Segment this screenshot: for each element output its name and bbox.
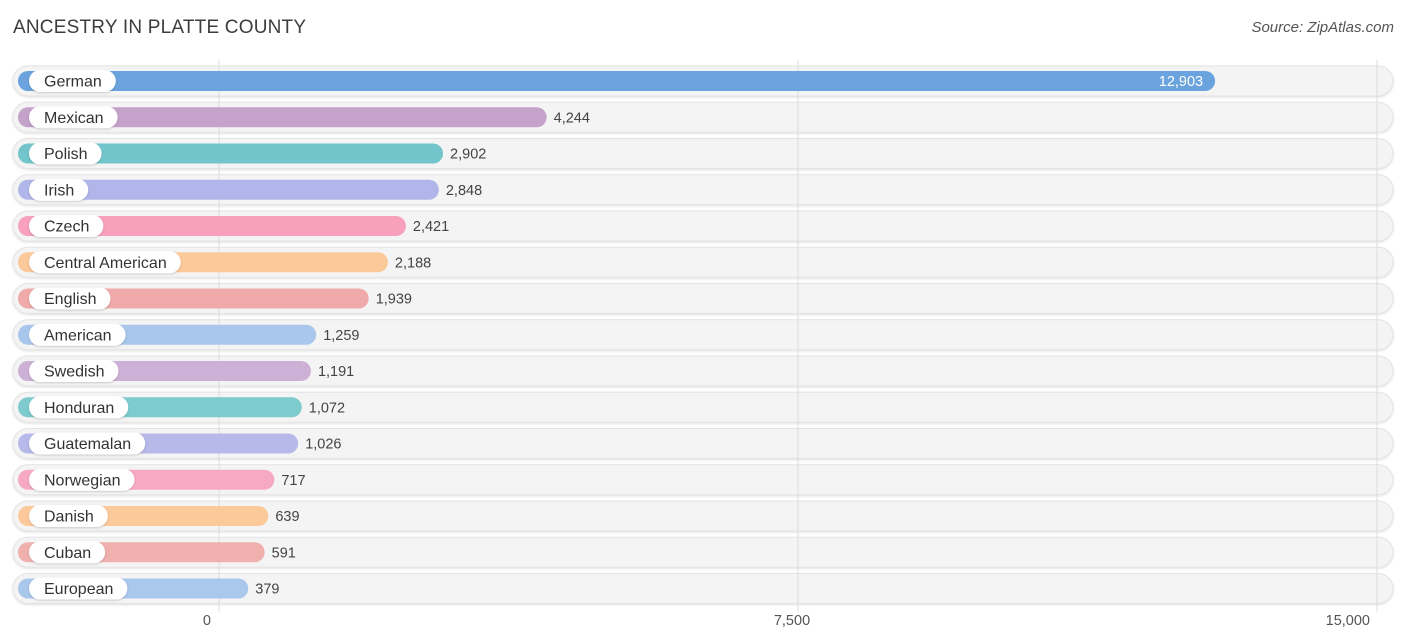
bar-group: Polish 2,902 [18, 142, 486, 165]
row-background [12, 391, 1394, 423]
row-background [12, 355, 1394, 387]
bar-group: American 1,259 [18, 323, 359, 346]
bar-group: Honduran 1,072 [18, 396, 345, 419]
category-pill [29, 396, 129, 419]
category-label: Danish [44, 509, 94, 526]
category-label: American [44, 327, 112, 344]
category-label: Swedish [44, 364, 104, 381]
category-pill [29, 541, 106, 564]
bar-group: Cuban 591 [18, 541, 296, 564]
bar-group: Norwegian 717 [18, 468, 306, 491]
row-background [12, 500, 1394, 532]
category-pill [29, 70, 116, 92]
bars: German 12,903 Mexican 4,244 Polish 2,902 Irish… [18, 70, 1216, 600]
bar [18, 143, 444, 164]
category-label: Central American [44, 255, 167, 272]
value-label: 1,026 [305, 437, 341, 453]
source-credit: Source: ZipAtlas.com [1251, 19, 1394, 36]
category-pill [29, 360, 119, 382]
value-label: 1,191 [318, 364, 354, 380]
bar-group: Central American 2,188 [18, 251, 431, 274]
bar-group: German 12,903 [18, 70, 1216, 92]
category-label: German [44, 74, 102, 91]
value-label: 2,902 [450, 147, 486, 163]
bar [18, 107, 547, 128]
category-label: European [44, 581, 113, 598]
category-pill [29, 142, 102, 165]
category-pill [29, 251, 181, 274]
value-label: 379 [255, 582, 279, 598]
x-tick-label: 0 [203, 613, 211, 629]
bar-group: European 379 [18, 577, 279, 600]
value-label: 591 [272, 545, 296, 561]
category-label: Czech [44, 219, 89, 236]
category-pill [29, 432, 146, 455]
x-tick-label: 15,000 [1326, 613, 1370, 629]
category-label: English [44, 291, 96, 308]
bar-group: Czech 2,421 [18, 215, 449, 237]
value-label: 4,244 [554, 110, 590, 126]
value-label: 2,188 [395, 255, 431, 271]
x-tick-label: 7,500 [774, 613, 810, 629]
value-label: 1,072 [309, 400, 345, 416]
category-label: Mexican [44, 110, 104, 127]
value-label: 1,259 [323, 328, 359, 344]
category-pill [29, 215, 104, 237]
category-label: Irish [44, 182, 74, 199]
bar-group: Swedish 1,191 [18, 360, 354, 382]
value-label: 1,939 [376, 292, 412, 308]
row-background [12, 573, 1394, 604]
category-pill [29, 106, 118, 129]
value-label: 717 [281, 473, 305, 489]
row-background [12, 428, 1394, 459]
value-label: 2,421 [413, 219, 449, 235]
bar-group: English 1,939 [18, 287, 412, 310]
value-label: 2,848 [446, 183, 482, 199]
category-label: Guatemalan [44, 436, 131, 453]
category-label: Honduran [44, 400, 114, 417]
bar-group: Mexican 4,244 [18, 106, 590, 129]
bar [18, 216, 406, 236]
bar [18, 179, 439, 200]
category-pill [29, 323, 126, 346]
chart-title: ANCESTRY IN PLATTE COUNTY [13, 17, 307, 38]
category-label: Norwegian [44, 472, 120, 489]
value-label: 639 [275, 509, 299, 525]
bar [18, 71, 1216, 91]
row-background [12, 536, 1394, 568]
bar-group: Guatemalan 1,026 [18, 432, 342, 455]
row-background [12, 319, 1394, 351]
category-pill [29, 287, 111, 310]
category-label: Polish [44, 146, 88, 163]
row-background [12, 464, 1394, 496]
category-pill [29, 178, 89, 201]
bar-group: Irish 2,848 [18, 178, 482, 201]
value-label: 12,903 [1159, 74, 1203, 90]
category-pill [29, 505, 108, 527]
category-pill [29, 577, 128, 600]
category-pill [29, 468, 135, 491]
category-label: Cuban [44, 545, 91, 562]
bar-group: Danish 639 [18, 505, 300, 527]
